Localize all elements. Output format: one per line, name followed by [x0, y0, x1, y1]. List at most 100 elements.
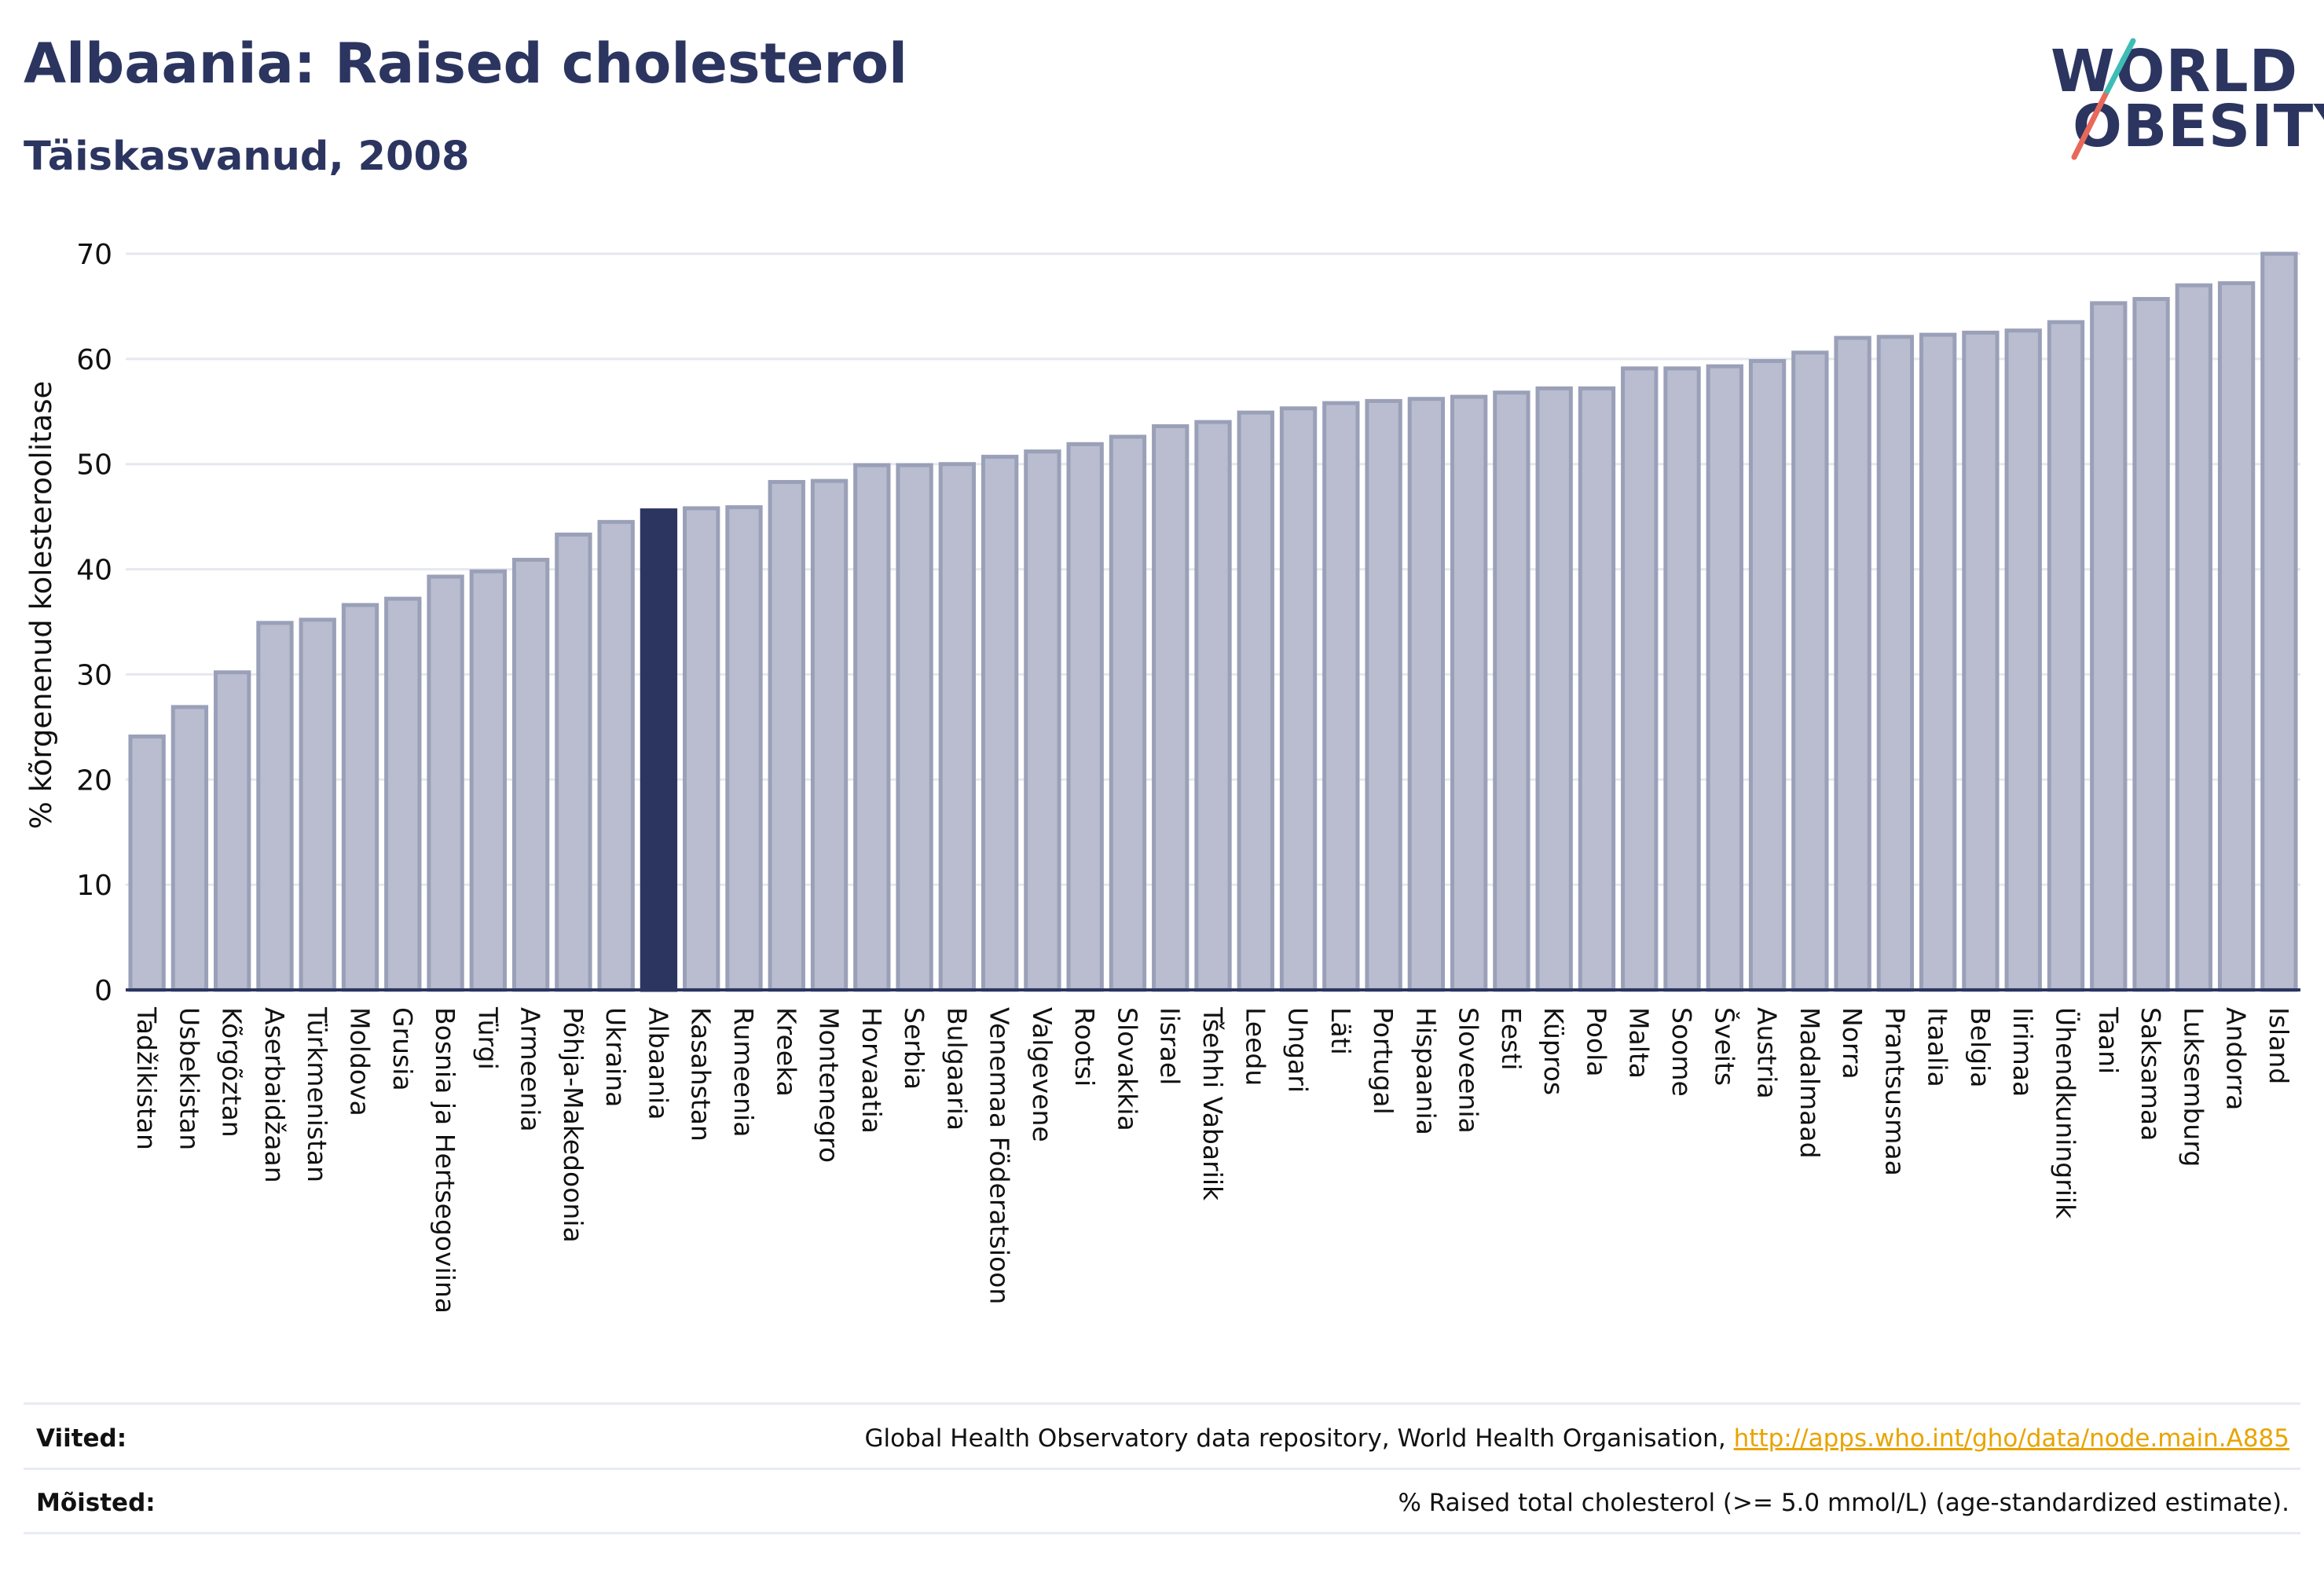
bar-slovakkia[interactable] — [1109, 434, 1147, 992]
bar-t-rkmenistan[interactable] — [299, 618, 336, 992]
bar-leedu[interactable] — [1237, 410, 1274, 992]
bars — [128, 251, 2298, 992]
bar-island[interactable] — [2260, 251, 2298, 992]
bar-horvaatia[interactable] — [853, 463, 891, 992]
chart-subtitle: Täiskasvanud, 2008 — [24, 134, 470, 180]
logo-slash-icon — [2071, 38, 2136, 160]
x-tick-label: Albaania — [643, 1007, 673, 1120]
bar-belgia[interactable] — [1962, 330, 2000, 992]
bar-iisrael[interactable] — [1152, 424, 1189, 992]
bar-moldova[interactable] — [341, 603, 379, 992]
bar-iirimaa[interactable] — [2004, 328, 2042, 992]
bar-aserbaid-aan[interactable] — [256, 621, 294, 992]
x-tick-label: Serbia — [899, 1007, 929, 1090]
x-tick-label: Moldova — [345, 1007, 376, 1116]
x-tick-label: Iirimaa — [2007, 1007, 2038, 1097]
bar-austria[interactable] — [1748, 359, 1787, 992]
bar-itaalia[interactable] — [1919, 332, 1957, 992]
world-obesity-logo: WORLD OBESITY — [2051, 24, 2324, 169]
bar-venemaa-f-deratsioon[interactable] — [981, 454, 1019, 992]
x-tick-label: Norra — [1837, 1007, 1868, 1079]
bar-ukraina[interactable] — [597, 519, 635, 992]
x-tick-label: Tadžikistan — [131, 1006, 162, 1150]
x-tick-label: Küpros — [1538, 1007, 1569, 1095]
bar--hendkuningriik[interactable] — [2047, 320, 2085, 992]
logo-text-world: WORLD — [2051, 38, 2299, 105]
bar-bosnia-ja-hertsegoviina[interactable] — [427, 574, 464, 992]
x-tick-label: Itaalia — [1923, 1007, 1953, 1087]
bar-rootsi[interactable] — [1066, 442, 1104, 992]
bar-albaania[interactable] — [640, 508, 678, 992]
x-tick-label: Bosnia ja Hertsegoviina — [430, 1007, 460, 1314]
sources-text: Global Health Observatory data repositor… — [865, 1424, 2289, 1453]
bar-ungari[interactable] — [1279, 406, 1318, 992]
x-tick-label: Poola — [1581, 1007, 1611, 1077]
bar-saksamaa[interactable] — [2132, 297, 2170, 992]
bar-eesti[interactable] — [1493, 390, 1530, 992]
bar-armeenia[interactable] — [511, 558, 550, 992]
bar-serbia[interactable] — [896, 463, 933, 992]
bar-chart: 0 10 20 30 40 50 60 70 Tadžikistan Usbekistan Kõrg… — [24, 239, 2300, 1314]
chart-title: Albaania: Raised cholesterol — [24, 31, 908, 96]
bar-sloveenia[interactable] — [1450, 394, 1488, 992]
x-tick-label: Prantsusmaa — [1879, 1007, 1910, 1176]
x-tick-label: Ungari — [1283, 1007, 1314, 1093]
x-tick-label: Luksemburg — [2178, 1007, 2209, 1167]
bar-k-pros[interactable] — [1535, 386, 1573, 992]
y-axis-label: % kõrgenenud kolesteroolitase — [24, 381, 58, 830]
footer-divider — [24, 1468, 2300, 1470]
y-tick-label: 60 — [76, 344, 112, 376]
bar-montenegro[interactable] — [810, 478, 849, 992]
x-tick-label: Ühendkuningriik — [2050, 1007, 2081, 1219]
bar-malta[interactable] — [1621, 366, 1659, 992]
bar-t-rgi[interactable] — [469, 569, 508, 992]
bar-rumeenia[interactable] — [725, 505, 763, 992]
x-tick-label: Kreeka — [771, 1007, 801, 1097]
y-tick-label: 40 — [76, 555, 112, 587]
x-tick-label: Leedu — [1240, 1007, 1270, 1086]
bar-kreeka[interactable] — [768, 479, 805, 992]
x-tick-label: Põhja-Makedoonia — [558, 1007, 588, 1243]
bar-poola[interactable] — [1578, 386, 1616, 992]
bar-hispaania[interactable] — [1407, 397, 1446, 992]
x-tick-label: Tšehhi Vabariik — [1197, 1006, 1228, 1201]
x-tick-label: Kõrgõztan — [217, 1007, 247, 1138]
axes: 0 10 20 30 40 50 60 70 Tadžikistan Usbekistan Kõrg… — [76, 239, 2300, 1314]
bar-norra[interactable] — [1834, 335, 1871, 992]
bar-usbekistan[interactable] — [170, 705, 209, 992]
bar-valgevene[interactable] — [1024, 449, 1061, 992]
x-tick-label: Saksamaa — [2135, 1007, 2166, 1141]
bar-taani[interactable] — [2090, 301, 2128, 992]
bar-p-hja-makedoonia[interactable] — [555, 532, 592, 992]
bar-k-rg-ztan[interactable] — [214, 670, 251, 992]
x-tick-label: Usbekistan — [174, 1007, 204, 1150]
sources-link[interactable]: http://apps.who.int/gho/data/node.main.A… — [1733, 1424, 2289, 1453]
bar-bulgaaria[interactable] — [938, 462, 977, 992]
bar-t-ehhi-vabariik[interactable] — [1194, 420, 1232, 992]
y-tick-label: 30 — [76, 659, 112, 691]
x-tick-label: Armeenia — [515, 1007, 546, 1132]
bar-portugal[interactable] — [1365, 398, 1402, 992]
definitions-label: Mõisted: — [36, 1489, 156, 1517]
bar-luksemburg[interactable] — [2175, 283, 2212, 992]
x-tick-label: Portugal — [1368, 1007, 1398, 1115]
x-tick-label: Malta — [1624, 1007, 1655, 1079]
bar-prantsusmaa[interactable] — [1876, 335, 1915, 992]
x-tick-label: Madalmaad — [1794, 1007, 1825, 1159]
bar-soome[interactable] — [1663, 366, 1701, 992]
sources-label: Viited: — [36, 1424, 127, 1453]
x-tick-label: Hispaania — [1410, 1007, 1441, 1135]
bar-l-ti[interactable] — [1322, 401, 1360, 992]
x-tick-label: Rootsi — [1069, 1007, 1100, 1087]
bar-andorra[interactable] — [2217, 280, 2256, 992]
footer-divider — [24, 1532, 2300, 1534]
y-tick-label: 10 — [76, 870, 112, 902]
y-tick-label: 50 — [76, 449, 112, 482]
bar-grusia[interactable] — [384, 596, 422, 992]
bar--veits[interactable] — [1706, 364, 1743, 992]
bar-madalmaad[interactable] — [1791, 350, 1829, 992]
x-tick-label: Austria — [1752, 1007, 1783, 1099]
y-tick-label: 20 — [76, 764, 112, 797]
bar-kasahstan[interactable] — [683, 506, 720, 992]
bar-tad-ikistan[interactable] — [128, 734, 166, 992]
